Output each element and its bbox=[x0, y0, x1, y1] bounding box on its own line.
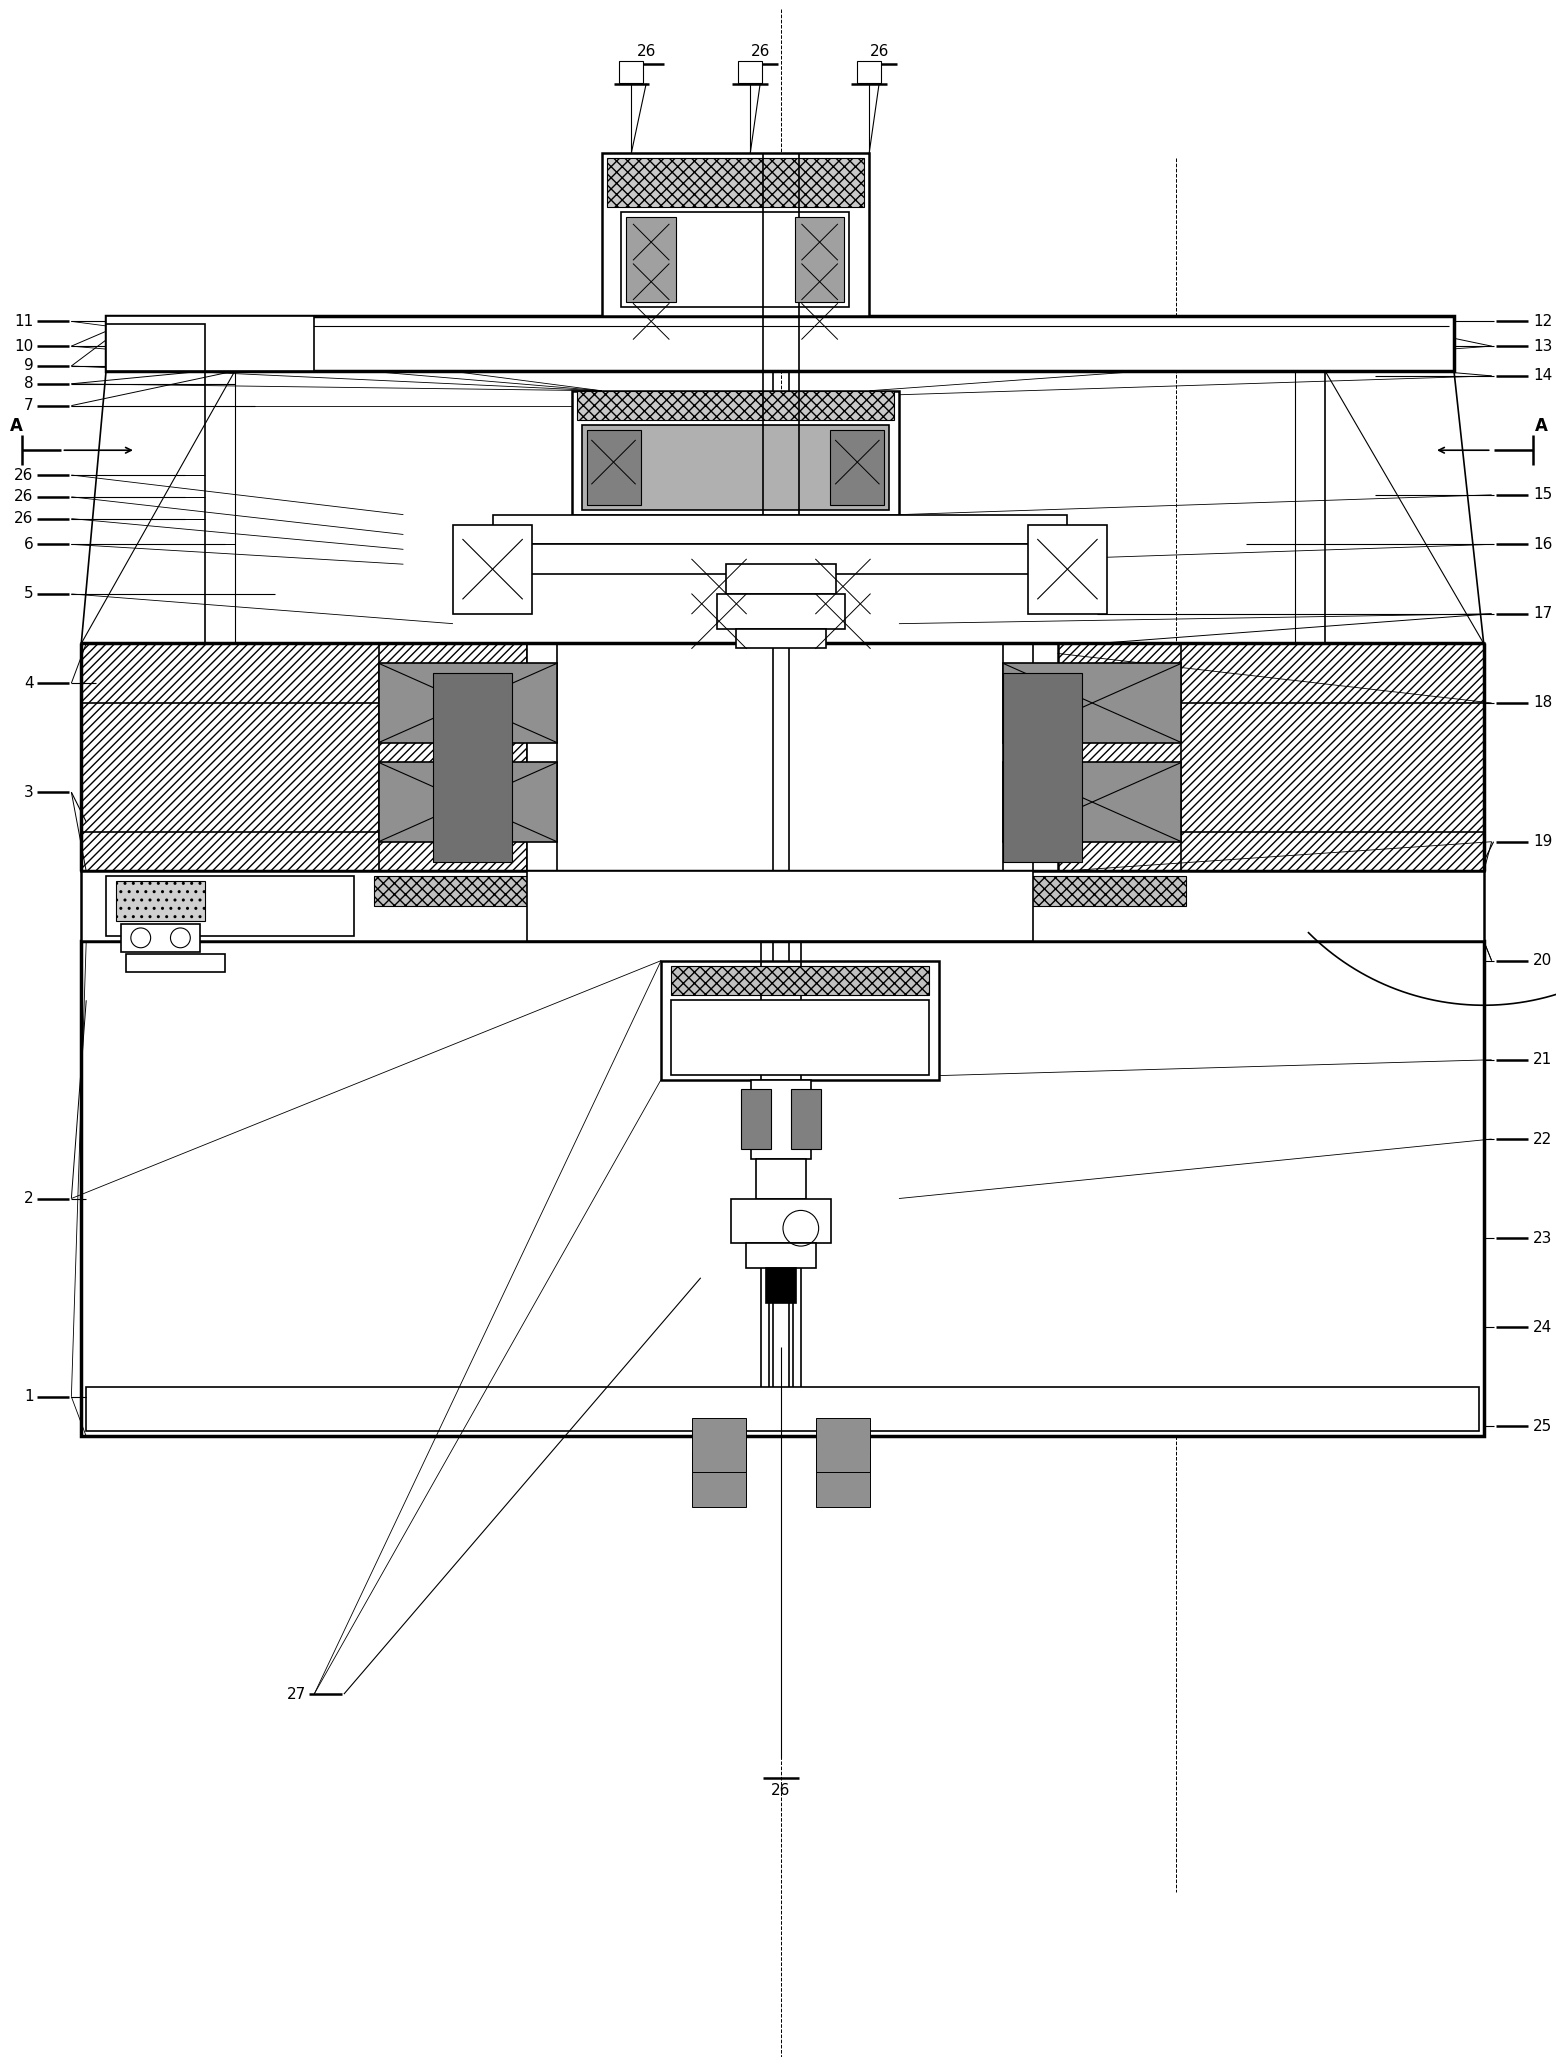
Bar bbox=[492, 543, 1068, 574]
Bar bbox=[671, 965, 928, 996]
Text: 3: 3 bbox=[23, 785, 34, 800]
Text: 13: 13 bbox=[1533, 339, 1552, 353]
Bar bbox=[81, 643, 527, 872]
Text: 12: 12 bbox=[1533, 314, 1552, 328]
Bar bbox=[586, 430, 641, 504]
Bar bbox=[81, 940, 1483, 1436]
Bar bbox=[86, 1386, 1479, 1432]
Bar bbox=[527, 643, 1033, 872]
Text: 2: 2 bbox=[23, 1190, 34, 1207]
Bar bbox=[619, 60, 644, 83]
Bar bbox=[374, 876, 1186, 907]
Text: A: A bbox=[1535, 417, 1547, 436]
Bar bbox=[116, 882, 205, 921]
Polygon shape bbox=[692, 1417, 746, 1473]
Bar bbox=[671, 1000, 928, 1074]
Bar bbox=[602, 153, 869, 316]
Bar bbox=[492, 514, 1068, 543]
Bar bbox=[378, 663, 556, 742]
Text: 17: 17 bbox=[1533, 605, 1552, 622]
Bar bbox=[727, 564, 836, 593]
Text: 7: 7 bbox=[23, 399, 34, 413]
Bar bbox=[622, 213, 849, 306]
Bar bbox=[736, 628, 825, 649]
Bar bbox=[791, 1089, 821, 1149]
Bar bbox=[661, 961, 939, 1081]
Text: 15: 15 bbox=[1533, 488, 1552, 502]
Bar bbox=[746, 1244, 816, 1269]
Bar bbox=[581, 426, 889, 510]
Bar bbox=[433, 674, 513, 862]
Text: 5: 5 bbox=[23, 587, 34, 601]
Bar bbox=[716, 593, 846, 628]
Bar bbox=[120, 924, 200, 952]
Text: 8: 8 bbox=[23, 376, 34, 390]
Bar bbox=[731, 1198, 830, 1244]
Bar bbox=[81, 872, 1483, 940]
Text: 26: 26 bbox=[14, 510, 34, 527]
Text: 14: 14 bbox=[1533, 368, 1552, 384]
Text: 22: 22 bbox=[1533, 1132, 1552, 1147]
Bar bbox=[378, 762, 556, 841]
Bar bbox=[1003, 663, 1182, 742]
Bar bbox=[606, 157, 864, 207]
Text: 26: 26 bbox=[636, 43, 656, 58]
Bar bbox=[752, 1081, 811, 1159]
Bar bbox=[1028, 525, 1107, 614]
Bar bbox=[1058, 643, 1483, 872]
Text: 20: 20 bbox=[1533, 952, 1552, 969]
Text: A: A bbox=[11, 417, 23, 436]
Bar bbox=[1003, 762, 1182, 841]
Text: 27: 27 bbox=[288, 1686, 306, 1702]
Bar bbox=[106, 324, 205, 372]
Text: 1: 1 bbox=[23, 1388, 34, 1405]
Bar bbox=[527, 872, 1033, 940]
Bar bbox=[741, 1089, 771, 1149]
Text: 9: 9 bbox=[23, 359, 34, 374]
Text: 26: 26 bbox=[750, 43, 771, 58]
Bar bbox=[453, 525, 533, 614]
Text: 16: 16 bbox=[1533, 537, 1552, 552]
Text: 18: 18 bbox=[1533, 696, 1552, 711]
Bar bbox=[627, 217, 675, 302]
Text: 6: 6 bbox=[23, 537, 34, 552]
Text: 4: 4 bbox=[23, 676, 34, 690]
Bar bbox=[756, 1159, 807, 1198]
Polygon shape bbox=[816, 1452, 871, 1506]
Text: 10: 10 bbox=[14, 339, 34, 353]
Bar bbox=[830, 430, 885, 504]
Text: 19: 19 bbox=[1533, 835, 1552, 849]
Text: 26: 26 bbox=[14, 490, 34, 504]
Polygon shape bbox=[816, 1417, 871, 1473]
Bar bbox=[858, 60, 882, 83]
Text: 21: 21 bbox=[1533, 1052, 1552, 1068]
Polygon shape bbox=[692, 1452, 746, 1506]
Bar bbox=[572, 390, 899, 514]
Text: 26: 26 bbox=[14, 467, 34, 483]
Text: 26: 26 bbox=[869, 43, 889, 58]
Text: 25: 25 bbox=[1533, 1419, 1552, 1434]
Bar bbox=[127, 954, 225, 971]
Bar bbox=[766, 1269, 796, 1302]
Bar bbox=[106, 316, 1454, 372]
Bar bbox=[738, 60, 763, 83]
Text: 24: 24 bbox=[1533, 1320, 1552, 1335]
Bar bbox=[577, 390, 894, 421]
Bar bbox=[106, 316, 314, 372]
Bar bbox=[106, 876, 353, 936]
Text: 11: 11 bbox=[14, 314, 34, 328]
Bar bbox=[1003, 674, 1082, 862]
Text: 23: 23 bbox=[1533, 1231, 1552, 1246]
Bar bbox=[796, 217, 844, 302]
Text: 26: 26 bbox=[771, 1783, 791, 1797]
